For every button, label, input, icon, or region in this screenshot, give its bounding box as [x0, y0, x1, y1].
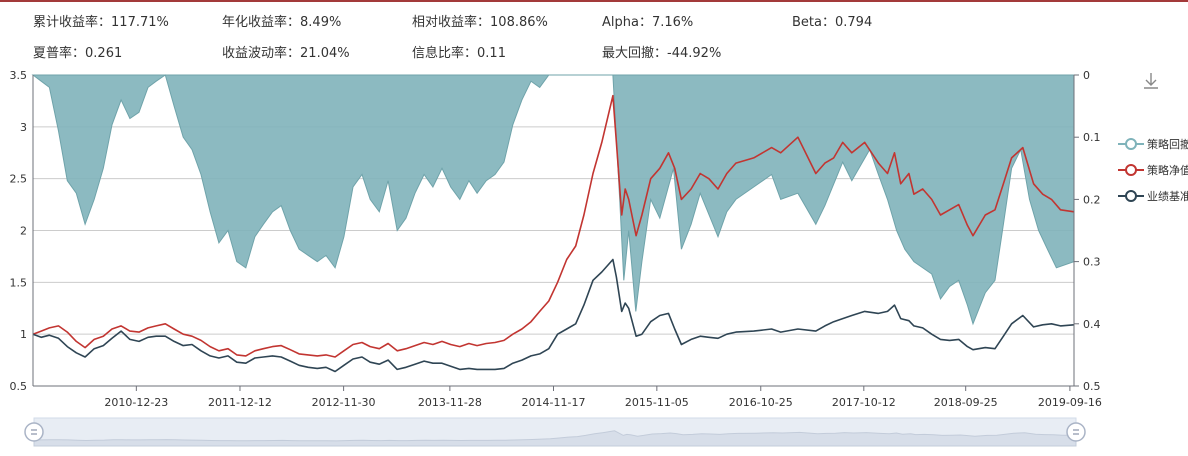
left-tick-label: 1.5 — [10, 276, 28, 289]
legend-item-drawdown[interactable]: 策略回撤 — [1118, 136, 1188, 152]
stat-label: 相对收益率 — [412, 15, 478, 30]
datazoom-left-handle[interactable] — [24, 422, 44, 442]
x-tick-label: 2017-10-12 — [832, 396, 896, 409]
series-drawdown-area — [31, 74, 1075, 326]
stat-value: 108.86% — [490, 15, 548, 30]
legend-item-strategy[interactable]: 策略净值 — [1118, 162, 1188, 178]
x-tick-label: 2015-11-05 — [625, 396, 689, 409]
stat-value: 0.11 — [477, 46, 506, 61]
x-tick-label: 2019-09-16 — [1038, 396, 1102, 409]
stat-label: 累计收益率 — [33, 15, 99, 30]
right-tick-label: 0 — [1083, 69, 1090, 82]
right-tick-label: 0.3 — [1083, 256, 1101, 269]
x-tick-label: 2018-09-25 — [934, 396, 998, 409]
stat-annual-return: 年化收益率：8.49% — [222, 15, 342, 30]
series-strategy-line — [32, 94, 1075, 358]
stat-label: 信息比率 — [412, 46, 465, 61]
left-tick-label: 3 — [20, 121, 27, 134]
left-tick-label: 3.5 — [10, 69, 28, 82]
stat-sharpe: 夏普率：0.261 — [33, 46, 123, 61]
axes-layer: 0.5 1 1.5 2 2.5 3 3.5 0 0.1 0.2 0.3 0.4 0.5 2010-12-2… — [10, 69, 1102, 409]
legend-symbol — [1118, 164, 1144, 176]
top-border — [0, 0, 1188, 2]
datazoom-slider[interactable] — [24, 417, 1086, 447]
series-lines-layer — [32, 94, 1075, 373]
x-tick-label: 2011-12-12 — [208, 396, 272, 409]
legend-label: 策略净值 — [1147, 164, 1188, 177]
x-tick-label: 2014-11-17 — [522, 396, 586, 409]
right-tick-label: 0.2 — [1083, 193, 1101, 206]
right-tick-label: 0.4 — [1083, 318, 1101, 331]
drawdown-area-layer — [31, 74, 1075, 326]
stat-label: Alpha — [602, 15, 639, 30]
stat-value: 117.71% — [111, 15, 169, 30]
legend-symbol — [1118, 138, 1144, 150]
legend-symbol — [1118, 190, 1144, 202]
stat-label: Beta — [792, 15, 822, 30]
stat-value: 0.794 — [835, 15, 873, 30]
stat-relative-return: 相对收益率：108.86% — [412, 15, 548, 30]
stat-beta: Beta：0.794 — [792, 15, 873, 30]
x-tick-label: 2010-12-23 — [104, 396, 168, 409]
stat-label: 年化收益率 — [222, 15, 288, 30]
stat-cumulative-return: 累计收益率：117.71% — [33, 15, 169, 30]
legend-label: 策略回撤 — [1147, 138, 1188, 151]
stat-value: 21.04% — [300, 46, 350, 61]
legend-item-benchmark[interactable]: 业绩基准 — [1118, 188, 1188, 204]
right-tick-label: 0.1 — [1083, 131, 1101, 144]
left-tick-label: 2 — [20, 225, 27, 238]
stat-max-drawdown: 最大回撤：-44.92% — [602, 46, 722, 61]
legend-label: 业绩基准 — [1147, 190, 1188, 203]
stat-value: 0.261 — [85, 46, 123, 61]
stat-value: 8.49% — [300, 15, 342, 30]
datazoom-right-handle[interactable] — [1066, 422, 1086, 442]
series-benchmark-line — [32, 258, 1075, 373]
datazoom-preview — [33, 430, 1077, 447]
x-tick-label: 2016-10-25 — [729, 396, 793, 409]
download-icon[interactable] — [1140, 70, 1162, 92]
left-tick-label: 2.5 — [10, 173, 28, 186]
stat-volatility: 收益波动率：21.04% — [222, 46, 350, 61]
stat-label: 夏普率 — [33, 46, 73, 61]
right-tick-label: 0.5 — [1083, 380, 1101, 393]
stat-value: -44.92% — [667, 46, 722, 61]
x-tick-label: 2012-11-30 — [312, 396, 376, 409]
x-tick-label: 2013-11-28 — [418, 396, 482, 409]
stat-label: 收益波动率 — [222, 46, 288, 61]
stat-label: 最大回撤 — [602, 46, 655, 61]
stat-info-ratio: 信息比率：0.11 — [412, 46, 506, 61]
left-tick-label: 0.5 — [10, 380, 28, 393]
stat-alpha: Alpha：7.16% — [602, 15, 694, 30]
stat-value: 7.16% — [651, 15, 694, 30]
left-tick-label: 1 — [20, 328, 27, 341]
